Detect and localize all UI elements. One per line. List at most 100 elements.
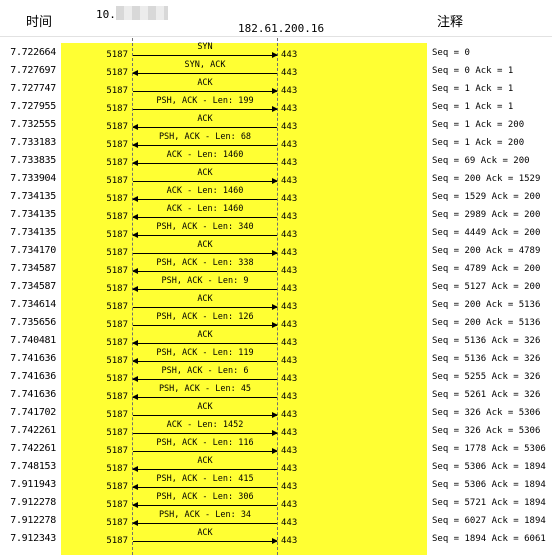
flow-row[interactable]: 7.733904 5187 ACK 443 Seq = 200 Ack = 1529 <box>0 168 552 187</box>
packet-comment: Seq = 5721 Ack = 1894 <box>432 498 546 508</box>
packet-comment: Seq = 326 Ack = 5306 <box>432 426 541 436</box>
packet-time: 7.740481 <box>10 335 56 346</box>
arrow-left-icon <box>132 394 277 400</box>
flow-row[interactable]: 7.727955 5187 PSH, ACK - Len: 199 443 Seq = … <box>0 96 552 115</box>
arrow-right-icon <box>133 448 278 454</box>
source-port: 5187 <box>106 284 128 294</box>
flow-row[interactable]: 7.734170 5187 ACK 443 Seq = 200 Ack = 4789 <box>0 240 552 259</box>
flow-row[interactable]: 7.734135 5187 PSH, ACK - Len: 340 443 Seq = … <box>0 222 552 241</box>
flow-row[interactable]: 7.741636 5187 PSH, ACK - Len: 6 443 Seq = 52… <box>0 366 552 385</box>
flow-row[interactable]: 7.722664 5187 SYN 443 Seq = 0 <box>0 42 552 61</box>
destination-port: 443 <box>281 176 298 186</box>
flow-row[interactable]: 7.734587 5187 PSH, ACK - Len: 9 443 Seq = 51… <box>0 276 552 295</box>
flow-row[interactable]: 7.912278 5187 PSH, ACK - Len: 306 443 Seq = … <box>0 492 552 511</box>
flow-row[interactable]: 7.740481 5187 ACK 443 Seq = 5136 Ack = 326 <box>0 330 552 349</box>
flow-row[interactable]: 7.734135 5187 ACK - Len: 1460 443 Seq = 1529… <box>0 186 552 205</box>
packet-comment: Seq = 200 Ack = 4789 <box>432 246 541 256</box>
host-a-lifeline <box>132 38 133 555</box>
packet-comment: Seq = 5306 Ack = 1894 <box>432 462 546 472</box>
arrow-left-icon <box>132 124 277 130</box>
arrow-right-icon <box>133 304 278 310</box>
arrow-left-icon <box>132 196 277 202</box>
flow-row[interactable]: 7.748153 5187 ACK 443 Seq = 5306 Ack = 1894 <box>0 456 552 475</box>
arrow-right-icon <box>133 250 278 256</box>
destination-port: 443 <box>281 356 298 366</box>
packet-label: ACK <box>197 456 213 466</box>
packet-time: 7.734587 <box>10 281 56 292</box>
host-b-lifeline <box>277 38 278 555</box>
arrow-left-icon <box>132 358 277 364</box>
packet-label: PSH, ACK - Len: 306 <box>156 492 254 502</box>
source-port: 5187 <box>106 176 128 186</box>
flow-row[interactable]: 7.733183 5187 PSH, ACK - Len: 68 443 Seq = 1… <box>0 132 552 151</box>
packet-label: ACK - Len: 1460 <box>166 150 244 160</box>
source-port: 5187 <box>106 536 128 546</box>
packet-time: 7.741636 <box>10 371 56 382</box>
packet-comment: Seq = 1 Ack = 200 <box>432 138 525 148</box>
destination-port: 443 <box>281 482 298 492</box>
destination-port: 443 <box>281 302 298 312</box>
arrow-right-icon <box>133 178 278 184</box>
flow-row[interactable]: 7.911943 5187 PSH, ACK - Len: 415 443 Seq = … <box>0 474 552 493</box>
flow-row[interactable]: 7.734587 5187 PSH, ACK - Len: 338 443 Seq = … <box>0 258 552 277</box>
packet-time: 7.912343 <box>10 533 56 544</box>
flow-row[interactable]: 7.735656 5187 PSH, ACK - Len: 126 443 Seq = … <box>0 312 552 331</box>
source-port: 5187 <box>106 446 128 456</box>
packet-comment: Seq = 1894 Ack = 6061 <box>432 534 546 544</box>
arrow-right-icon <box>133 322 278 328</box>
source-port: 5187 <box>106 122 128 132</box>
packet-label: ACK <box>197 294 213 304</box>
arrow-left-icon <box>132 268 277 274</box>
destination-port: 443 <box>281 266 298 276</box>
packet-comment: Seq = 69 Ack = 200 <box>432 156 530 166</box>
packet-time: 7.727697 <box>10 65 56 76</box>
flow-row[interactable]: 7.912343 5187 ACK 443 Seq = 1894 Ack = 6061 <box>0 528 552 547</box>
flow-row[interactable]: 7.734135 5187 ACK - Len: 1460 443 Seq = 2989… <box>0 204 552 223</box>
destination-port: 443 <box>281 374 298 384</box>
flow-row[interactable]: 7.727697 5187 SYN, ACK 443 Seq = 0 Ack = 1 <box>0 60 552 79</box>
flow-row[interactable]: 7.742261 5187 ACK - Len: 1452 443 Seq = 326 … <box>0 420 552 439</box>
flow-row[interactable]: 7.732555 5187 ACK 443 Seq = 1 Ack = 200 <box>0 114 552 133</box>
source-port: 5187 <box>106 464 128 474</box>
packet-comment: Seq = 200 Ack = 5136 <box>432 318 541 328</box>
flow-row[interactable]: 7.912278 5187 PSH, ACK - Len: 34 443 Seq = 6… <box>0 510 552 529</box>
destination-port: 443 <box>281 410 298 420</box>
packet-label: PSH, ACK - Len: 9 <box>161 276 249 286</box>
source-port: 5187 <box>106 50 128 60</box>
packet-comment: Seq = 4789 Ack = 200 <box>432 264 541 274</box>
packet-time: 7.732555 <box>10 119 56 130</box>
arrow-left-icon <box>132 484 277 490</box>
packet-comment: Seq = 2989 Ack = 200 <box>432 210 541 220</box>
arrow-right-icon <box>133 52 278 58</box>
destination-port: 443 <box>281 140 298 150</box>
flow-row[interactable]: 7.734614 5187 ACK 443 Seq = 200 Ack = 5136 <box>0 294 552 313</box>
flow-row[interactable]: 7.727747 5187 ACK 443 Seq = 1 Ack = 1 <box>0 78 552 97</box>
destination-port: 443 <box>281 212 298 222</box>
time-column-header: 时间 <box>26 15 53 30</box>
source-port: 5187 <box>106 482 128 492</box>
flow-row[interactable]: 7.742261 5187 PSH, ACK - Len: 116 443 Seq = … <box>0 438 552 457</box>
arrow-left-icon <box>132 214 277 220</box>
packet-time: 7.734135 <box>10 209 56 220</box>
flow-row[interactable]: 7.741636 5187 PSH, ACK - Len: 45 443 Seq = 5… <box>0 384 552 403</box>
arrow-right-icon <box>133 106 278 112</box>
arrow-right-icon <box>133 412 278 418</box>
packet-label: ACK <box>197 528 213 538</box>
flow-row[interactable]: 7.733835 5187 ACK - Len: 1460 443 Seq = 69 A… <box>0 150 552 169</box>
source-port: 5187 <box>106 302 128 312</box>
packet-comment: Seq = 5136 Ack = 326 <box>432 336 541 346</box>
arrow-left-icon <box>132 232 277 238</box>
packet-time: 7.727955 <box>10 101 56 112</box>
destination-port: 443 <box>281 518 298 528</box>
flow-row[interactable]: 7.741636 5187 PSH, ACK - Len: 119 443 Seq = … <box>0 348 552 367</box>
source-port: 5187 <box>106 428 128 438</box>
arrow-left-icon <box>132 502 277 508</box>
arrow-left-icon <box>132 70 277 76</box>
source-port: 5187 <box>106 158 128 168</box>
destination-port: 443 <box>281 194 298 204</box>
source-port: 5187 <box>106 338 128 348</box>
flow-row[interactable]: 7.741702 5187 ACK 443 Seq = 326 Ack = 5306 <box>0 402 552 421</box>
destination-port: 443 <box>281 392 298 402</box>
packet-time: 7.734614 <box>10 299 56 310</box>
destination-port: 443 <box>281 50 298 60</box>
